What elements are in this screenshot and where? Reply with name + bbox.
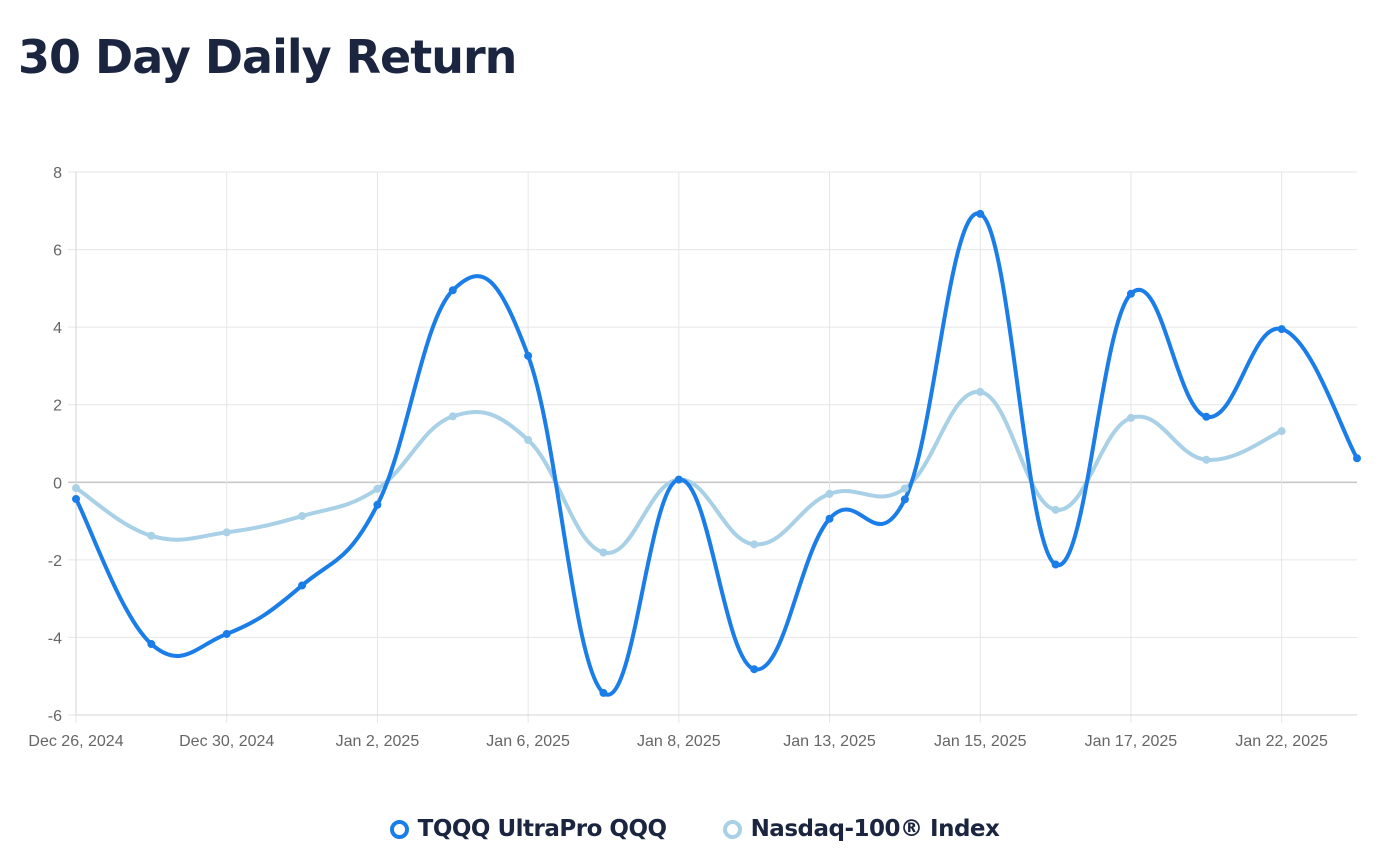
data-point-nasdaq-100[interactable] [1277, 427, 1286, 436]
x-tick-label: Jan 17, 2025 [1085, 733, 1178, 750]
data-point-nasdaq-100[interactable] [72, 484, 80, 493]
data-point-tqqq[interactable] [1277, 325, 1286, 334]
x-tick-label: Jan 15, 2025 [934, 733, 1027, 750]
data-point-nasdaq-100[interactable] [524, 436, 533, 445]
y-tick-label: 6 [53, 243, 62, 260]
data-point-nasdaq-100[interactable] [900, 484, 909, 493]
data-point-tqqq[interactable] [1353, 454, 1361, 463]
line-chart: 8 6 4 2 0 -2 -4 -6 Dec 26, 2024 Dec 30, 2024 Jan … [28, 165, 1361, 750]
legend-swatch-circle-icon [389, 819, 409, 839]
data-point-nasdaq-100[interactable] [222, 528, 231, 537]
y-tick-label: 2 [53, 398, 62, 415]
x-tick-label: Jan 8, 2025 [637, 733, 721, 750]
data-point-tqqq[interactable] [599, 688, 608, 697]
axes [75, 172, 1357, 716]
data-point-nasdaq-100[interactable] [825, 489, 834, 498]
data-point-tqqq[interactable] [298, 581, 307, 590]
data-point-tqqq[interactable] [976, 209, 985, 218]
data-point-nasdaq-100[interactable] [298, 512, 307, 521]
legend-label: Nasdaq-100® Index [750, 816, 1000, 842]
data-point-nasdaq-100[interactable] [373, 484, 382, 493]
data-point-tqqq[interactable] [373, 500, 382, 509]
data-point-tqqq[interactable] [1126, 289, 1135, 298]
legend: TQQQ UltraPro QQQ Nasdaq-100® Index [0, 816, 1389, 842]
data-point-nasdaq-100[interactable] [1202, 455, 1211, 464]
data-point-nasdaq-100[interactable] [1051, 505, 1060, 514]
data-point-tqqq[interactable] [524, 351, 533, 360]
x-tick-label: Jan 13, 2025 [783, 733, 876, 750]
y-tick-label: 8 [53, 165, 62, 182]
data-point-nasdaq-100[interactable] [1126, 413, 1135, 422]
data-point-nasdaq-100[interactable] [599, 548, 608, 557]
x-tick-label: Dec 26, 2024 [28, 733, 123, 750]
data-point-tqqq[interactable] [825, 514, 834, 523]
x-tick-label: Jan 22, 2025 [1235, 733, 1328, 750]
y-tick-label: -4 [48, 630, 62, 647]
x-tick-label: Dec 30, 2024 [179, 733, 274, 750]
data-point-tqqq[interactable] [1051, 560, 1060, 569]
data-point-tqqq[interactable] [147, 640, 156, 649]
y-axis-ticks: 8 6 4 2 0 -2 -4 -6 [48, 165, 62, 725]
chart-title: 30 Day Daily Return [18, 30, 517, 84]
data-point-tqqq[interactable] [674, 475, 683, 484]
data-point-tqqq[interactable] [72, 494, 80, 503]
legend-item-tqqq[interactable]: TQQQ UltraPro QQQ [389, 816, 667, 842]
x-tick-label: Jan 6, 2025 [486, 733, 570, 750]
y-tick-label: -6 [48, 708, 62, 725]
data-point-tqqq[interactable] [900, 495, 909, 504]
data-point-tqqq[interactable] [1202, 412, 1211, 421]
x-axis-ticks: Dec 26, 2024 Dec 30, 2024 Jan 2, 2025 Jan 6… [28, 733, 1328, 750]
data-point-nasdaq-100[interactable] [448, 412, 457, 421]
y-tick-label: -2 [48, 553, 62, 570]
y-tick-label: 4 [53, 320, 62, 337]
data-point-tqqq[interactable] [222, 629, 231, 638]
data-point-tqqq[interactable] [448, 286, 457, 295]
series-line-tqqq [74, 211, 1359, 697]
data-point-tqqq[interactable] [750, 665, 759, 674]
series-lines [74, 211, 1359, 697]
y-tick-label: 0 [53, 475, 62, 492]
legend-swatch-circle-icon [722, 819, 742, 839]
grid-lines [68, 171, 1357, 723]
series-points[interactable] [72, 209, 1361, 697]
data-point-nasdaq-100[interactable] [147, 531, 156, 540]
data-point-nasdaq-100[interactable] [750, 540, 759, 549]
legend-item-nasdaq-100[interactable]: Nasdaq-100® Index [722, 816, 1000, 842]
x-tick-label: Jan 2, 2025 [336, 733, 420, 750]
data-point-nasdaq-100[interactable] [976, 387, 985, 396]
legend-label: TQQQ UltraPro QQQ [417, 816, 667, 842]
